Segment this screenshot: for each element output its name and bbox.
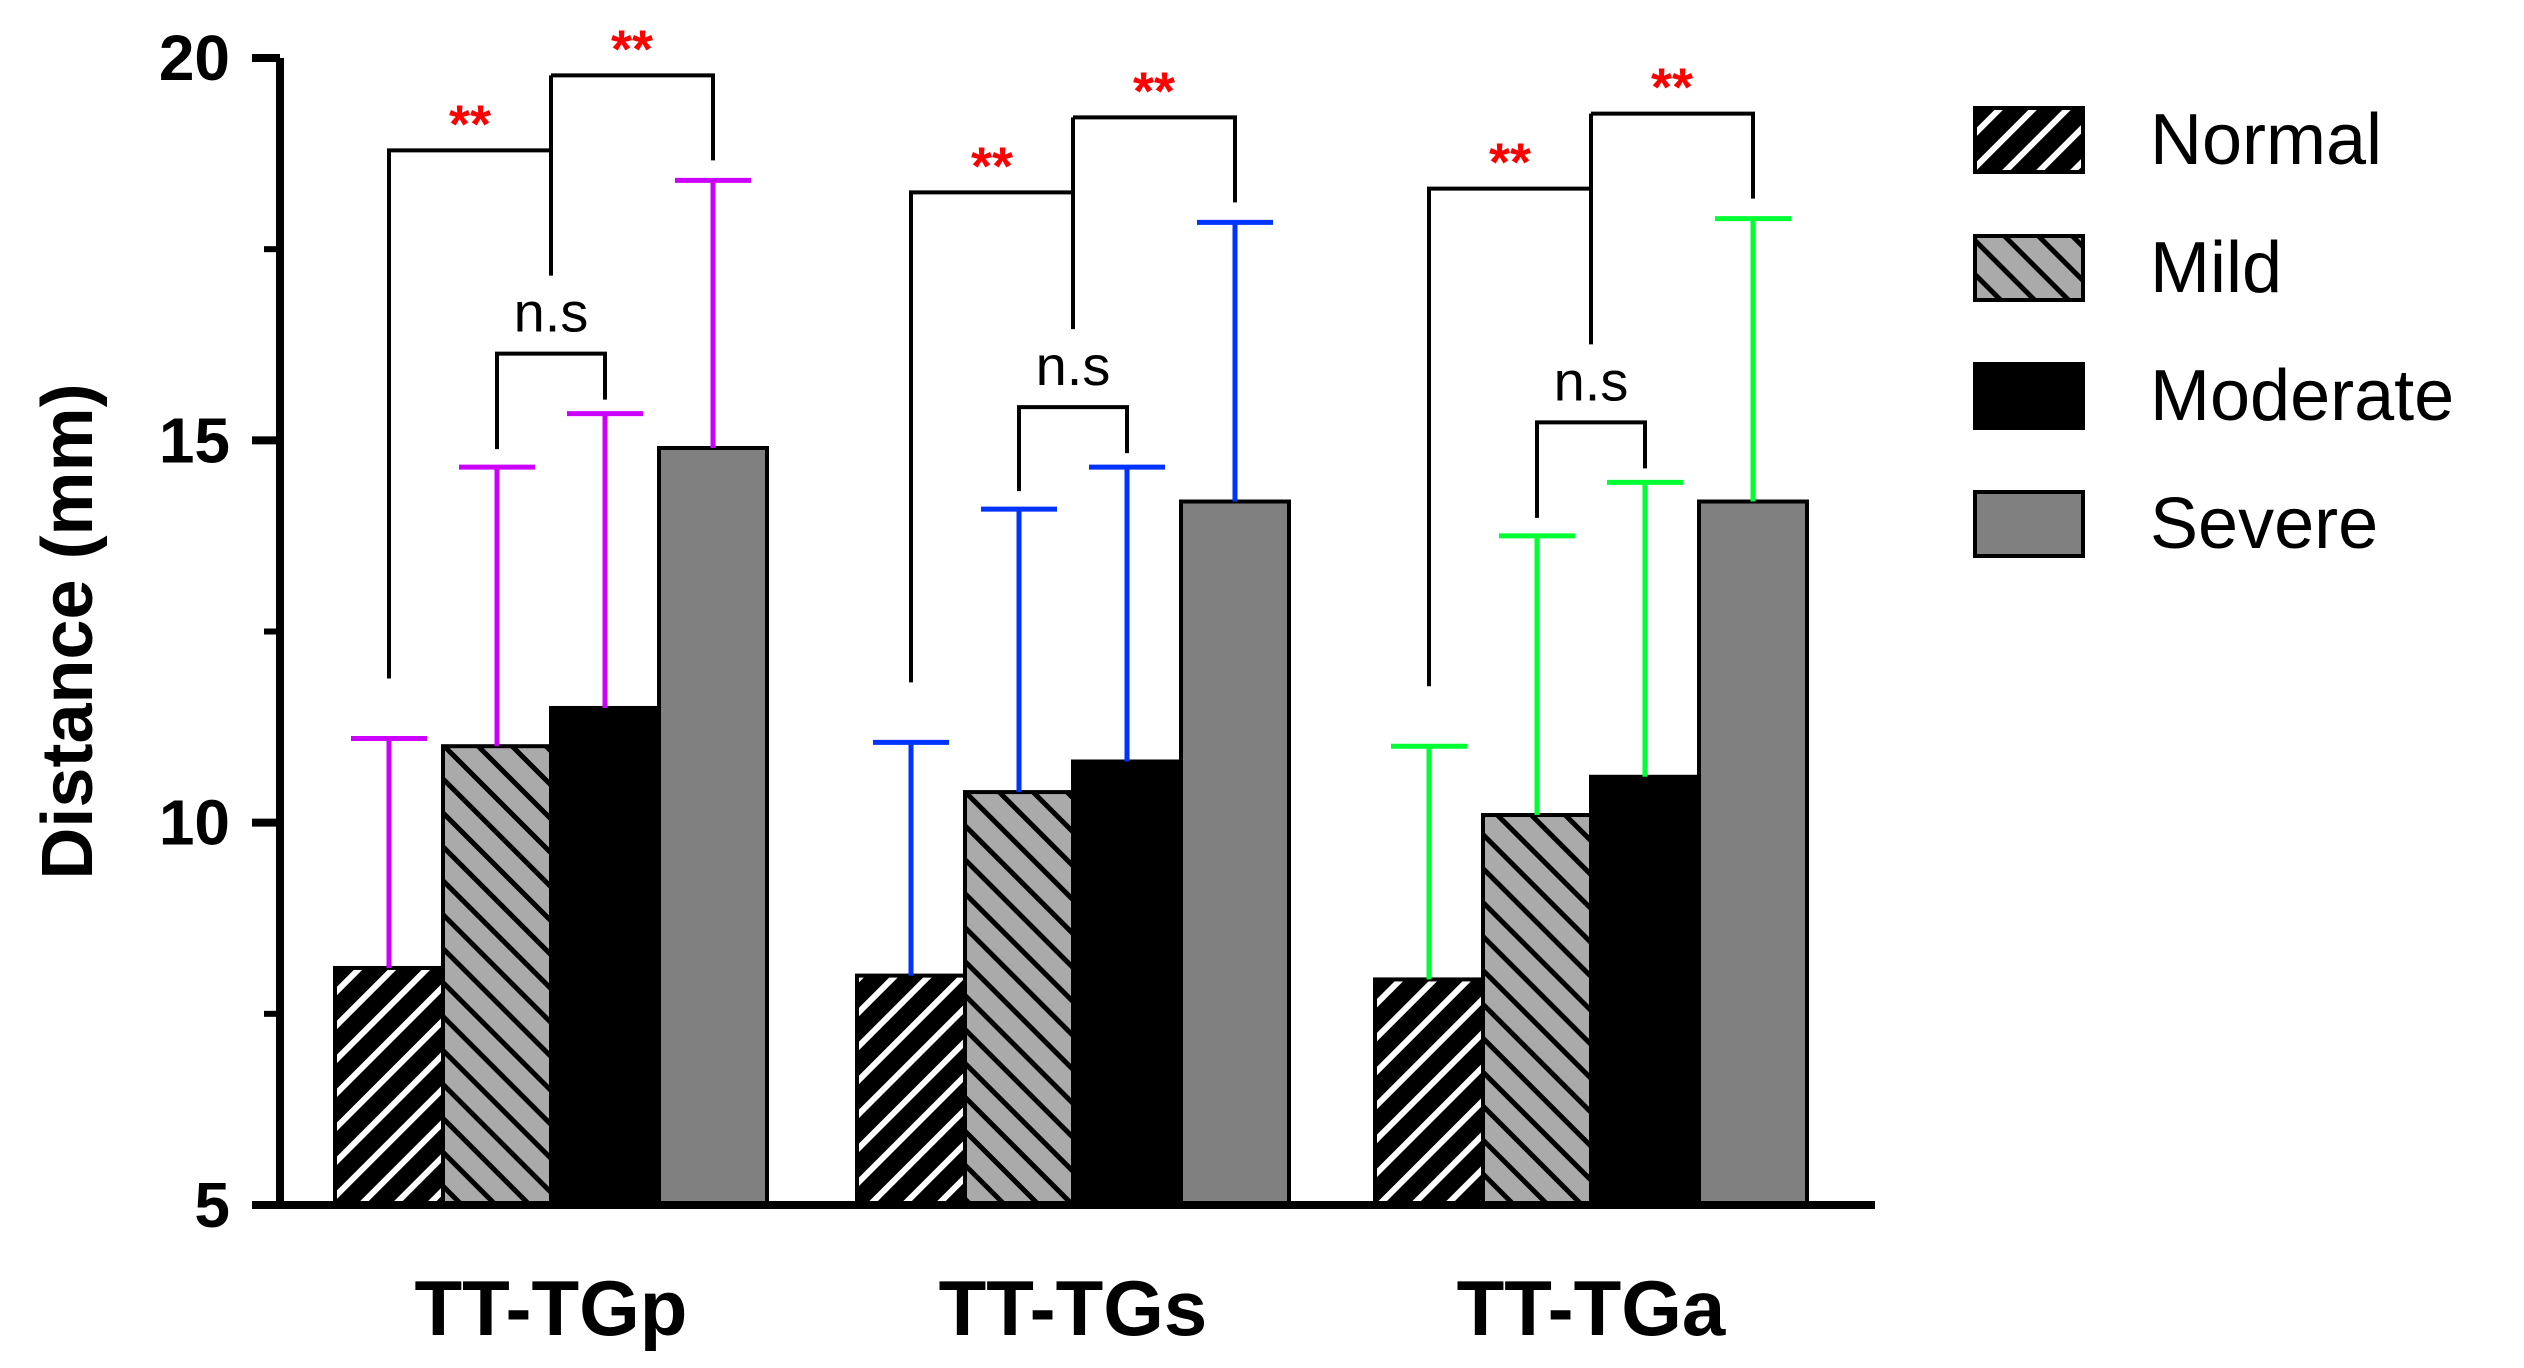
sig-label-severe: ** xyxy=(1133,61,1175,121)
legend-label-moderate: Moderate xyxy=(2150,356,2454,436)
significance-brackets: n.s ** ** xyxy=(1427,58,1755,687)
significance-brackets: n.s ** ** xyxy=(387,19,715,679)
bar-tt-tgp-normal xyxy=(333,965,445,1207)
bar-tt-tga-moderate xyxy=(1589,774,1701,1208)
legend-item: Severe xyxy=(1973,484,2378,564)
significance-brackets: n.s ** ** xyxy=(909,61,1237,683)
bracket-severe-right xyxy=(1591,111,1755,199)
sig-label-normal: ** xyxy=(971,136,1013,196)
bar-tt-tgs-mild xyxy=(963,790,1075,1208)
legend-label-normal: Normal xyxy=(2150,100,2382,180)
sig-label-normal: ** xyxy=(449,94,491,154)
bar-tt-tgp-severe xyxy=(657,445,769,1208)
y-axis-label: Distance (mm) xyxy=(28,383,108,879)
bar-tt-tgs-normal xyxy=(855,973,967,1207)
x-category-label: TT-TGs xyxy=(939,1264,1208,1352)
bar-tt-tgp-moderate xyxy=(549,705,661,1207)
legend-swatch-normal xyxy=(1973,106,2085,174)
sig-label-ns: n.s xyxy=(1036,334,1111,397)
bar-tt-tga-mild xyxy=(1481,813,1593,1208)
sig-label-ns: n.s xyxy=(514,281,589,344)
y-tick-label-10: 10 xyxy=(159,787,230,859)
legend-swatch-mild xyxy=(1973,234,2085,302)
bar-tt-tga-normal xyxy=(1373,977,1485,1207)
sig-label-severe: ** xyxy=(611,19,653,79)
legend-label-mild: Mild xyxy=(2150,228,2282,308)
bracket-mild-moderate xyxy=(1535,420,1647,518)
bar-tt-tgp-mild xyxy=(441,744,553,1207)
legend-item: Mild xyxy=(1973,228,2282,308)
sig-label-severe: ** xyxy=(1651,58,1693,118)
bracket-normal-left xyxy=(909,190,1073,683)
x-category-label: TT-TGp xyxy=(415,1264,688,1352)
x-category-label: TT-TGa xyxy=(1457,1264,1726,1352)
y-tick-label-20: 20 xyxy=(159,22,230,94)
bar-tt-tgs-severe xyxy=(1179,499,1291,1207)
y-tick-label-5: 5 xyxy=(194,1169,230,1241)
bracket-severe-right xyxy=(551,73,715,161)
legend-swatch-severe xyxy=(1973,490,2085,558)
bracket-severe-right xyxy=(1073,115,1237,203)
legend-swatch-moderate xyxy=(1973,362,2085,430)
bar-tt-tgs-moderate xyxy=(1071,759,1183,1207)
bracket-normal-left xyxy=(1427,186,1591,687)
bracket-mild-moderate xyxy=(495,351,607,450)
bar-tt-tga-severe xyxy=(1697,499,1809,1207)
bracket-mild-moderate xyxy=(1017,405,1129,492)
sig-label-normal: ** xyxy=(1489,133,1531,193)
y-tick-label-15: 15 xyxy=(159,404,230,476)
bracket-normal-left xyxy=(387,148,551,679)
legend-item: Normal xyxy=(1973,100,2382,180)
sig-label-ns: n.s xyxy=(1554,349,1629,412)
legend-label-severe: Severe xyxy=(2150,484,2378,564)
legend-item: Moderate xyxy=(1973,356,2454,436)
